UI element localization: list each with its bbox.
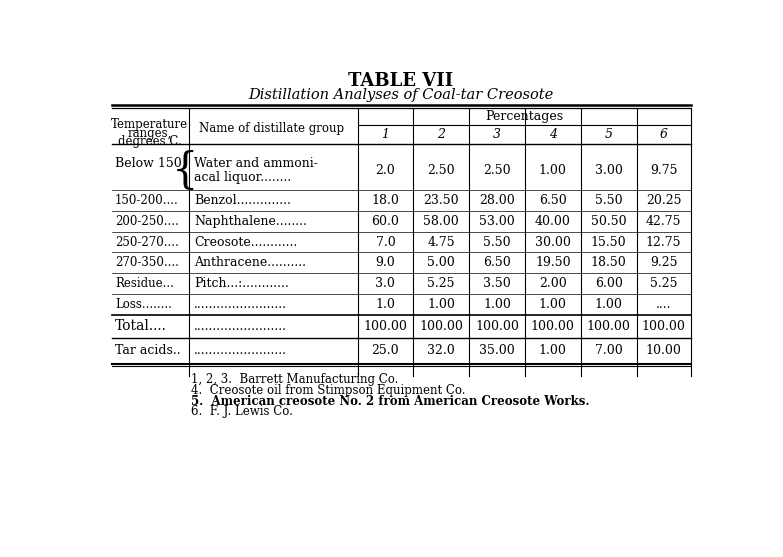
Text: 5.25: 5.25 <box>650 277 677 290</box>
Text: 5.50: 5.50 <box>483 236 511 248</box>
Text: 6: 6 <box>659 128 668 141</box>
Text: ranges,: ranges, <box>128 126 172 140</box>
Text: ........................: ........................ <box>194 320 287 333</box>
Text: 1.00: 1.00 <box>594 298 622 311</box>
Text: 2.50: 2.50 <box>428 164 455 177</box>
Text: 19.50: 19.50 <box>535 256 571 269</box>
Text: 6.00: 6.00 <box>594 277 622 290</box>
Text: 2.50: 2.50 <box>483 164 511 177</box>
Text: degrees C.: degrees C. <box>118 135 182 148</box>
Text: 25.0: 25.0 <box>372 344 399 358</box>
Text: 5.25: 5.25 <box>428 277 455 290</box>
Text: 100.00: 100.00 <box>475 320 519 333</box>
Text: 53.00: 53.00 <box>479 215 515 228</box>
Text: 18.0: 18.0 <box>371 194 399 207</box>
Text: 1.00: 1.00 <box>483 298 511 311</box>
Text: 4: 4 <box>549 128 557 141</box>
Text: 35.00: 35.00 <box>479 344 515 358</box>
Text: 3.50: 3.50 <box>483 277 511 290</box>
Text: 1.00: 1.00 <box>539 164 567 177</box>
Text: ........................: ........................ <box>194 344 287 358</box>
Text: 3: 3 <box>493 128 501 141</box>
Text: 23.50: 23.50 <box>424 194 459 207</box>
Text: 7.0: 7.0 <box>376 236 395 248</box>
Text: 1.00: 1.00 <box>539 298 567 311</box>
Text: Percentages: Percentages <box>485 110 563 124</box>
Text: 6.50: 6.50 <box>539 194 567 207</box>
Text: 1.00: 1.00 <box>539 344 567 358</box>
Text: 100.00: 100.00 <box>531 320 575 333</box>
Text: 50.50: 50.50 <box>591 215 626 228</box>
Text: {: { <box>171 150 198 192</box>
Text: 58.00: 58.00 <box>424 215 459 228</box>
Text: 32.0: 32.0 <box>428 344 455 358</box>
Text: 42.75: 42.75 <box>646 215 681 228</box>
Text: 15.50: 15.50 <box>591 236 626 248</box>
Text: 28.00: 28.00 <box>479 194 515 207</box>
Text: 100.00: 100.00 <box>586 320 630 333</box>
Text: 30.00: 30.00 <box>535 236 571 248</box>
Text: 60.0: 60.0 <box>371 215 399 228</box>
Text: 10.00: 10.00 <box>646 344 681 358</box>
Text: 3.0: 3.0 <box>376 277 395 290</box>
Text: 18.50: 18.50 <box>590 256 626 269</box>
Text: 5.00: 5.00 <box>428 256 455 269</box>
Text: 2.00: 2.00 <box>539 277 567 290</box>
Text: ........................: ........................ <box>194 298 287 311</box>
Text: 150-200....: 150-200.... <box>115 194 179 207</box>
Text: 270-350....: 270-350.... <box>115 256 179 269</box>
Text: 100.00: 100.00 <box>363 320 407 333</box>
Text: 40.00: 40.00 <box>535 215 571 228</box>
Text: 6.  F. J. Lewis Co.: 6. F. J. Lewis Co. <box>191 405 293 418</box>
Text: acal liquor........: acal liquor........ <box>194 171 291 184</box>
Text: 1.00: 1.00 <box>428 298 455 311</box>
Text: Creosote............: Creosote............ <box>194 236 298 248</box>
Text: 4.75: 4.75 <box>428 236 455 248</box>
Text: Benzol..............: Benzol.............. <box>194 194 290 207</box>
Text: 20.25: 20.25 <box>646 194 681 207</box>
Text: 5.  American creosote No. 2 from American Creosote Works.: 5. American creosote No. 2 from American… <box>191 394 590 408</box>
Text: Naphthalene........: Naphthalene........ <box>194 215 307 228</box>
Text: Below 150: Below 150 <box>115 158 182 170</box>
Text: 1, 2, 3.  Barrett Manufacturing Co.: 1, 2, 3. Barrett Manufacturing Co. <box>191 373 399 386</box>
Text: 200-250....: 200-250.... <box>115 215 179 228</box>
Text: 2: 2 <box>437 128 446 141</box>
Text: 9.0: 9.0 <box>376 256 395 269</box>
Text: 1: 1 <box>381 128 389 141</box>
Text: Name of distillate group: Name of distillate group <box>199 122 344 135</box>
Text: 3.00: 3.00 <box>594 164 622 177</box>
Text: 4.  Creosote oil from Stimpson Equipment Co.: 4. Creosote oil from Stimpson Equipment … <box>191 384 465 397</box>
Text: Water and ammoni-: Water and ammoni- <box>194 158 318 170</box>
Text: Anthracene..........: Anthracene.......... <box>194 256 306 269</box>
Text: Temperature: Temperature <box>111 118 189 131</box>
Text: Tar acids..: Tar acids.. <box>115 344 181 358</box>
Text: 6.50: 6.50 <box>483 256 511 269</box>
Text: Residue...: Residue... <box>115 277 174 290</box>
Text: 100.00: 100.00 <box>419 320 463 333</box>
Text: 5.50: 5.50 <box>595 194 622 207</box>
Text: 9.25: 9.25 <box>650 256 677 269</box>
Text: Total....: Total.... <box>115 319 167 333</box>
Text: 1.0: 1.0 <box>376 298 395 311</box>
Text: Loss........: Loss........ <box>115 298 171 311</box>
Text: 250-270....: 250-270.... <box>115 236 179 248</box>
Text: 100.00: 100.00 <box>642 320 686 333</box>
Text: ....: .... <box>656 298 671 311</box>
Text: TABLE VII: TABLE VII <box>348 72 453 90</box>
Text: 5: 5 <box>604 128 612 141</box>
Text: 7.00: 7.00 <box>595 344 622 358</box>
Text: 12.75: 12.75 <box>646 236 681 248</box>
Text: Distillation Analyses of Coal-tar Creosote: Distillation Analyses of Coal-tar Creoso… <box>248 89 554 102</box>
Text: Pitch...:............: Pitch...:............ <box>194 277 289 290</box>
Text: 2.0: 2.0 <box>376 164 395 177</box>
Text: 9.75: 9.75 <box>650 164 677 177</box>
